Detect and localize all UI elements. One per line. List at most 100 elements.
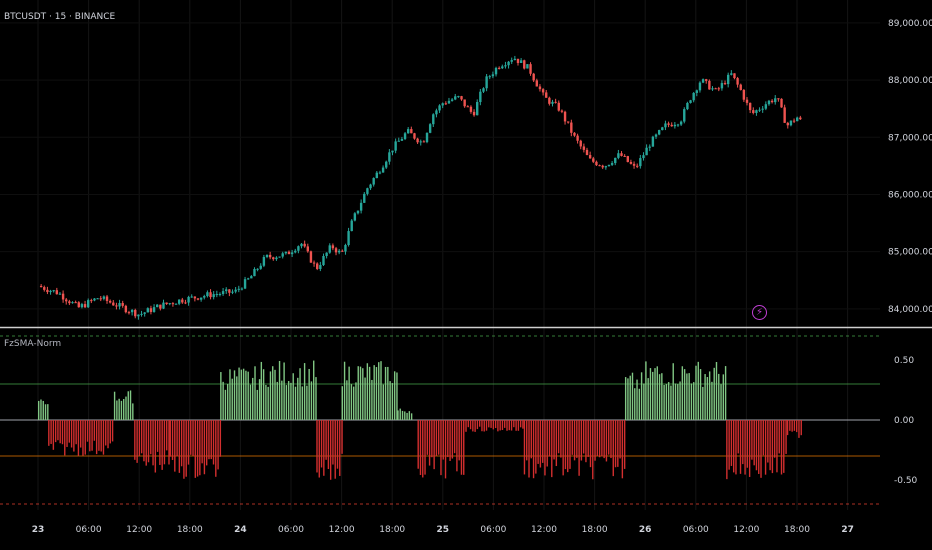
oscillator-bar <box>476 420 479 430</box>
oscillator-bar <box>667 382 670 420</box>
oscillator-bar <box>212 420 215 465</box>
candle-body <box>450 99 454 101</box>
oscillator-bar <box>771 420 774 474</box>
candle-body <box>281 253 284 257</box>
oscillator-bar <box>272 366 274 420</box>
candle-body <box>588 155 592 159</box>
oscillator-bar <box>431 420 433 458</box>
oscillator-bar <box>645 361 647 420</box>
candle-body <box>391 150 394 153</box>
candle-body <box>83 304 87 308</box>
oscillator-bar <box>203 420 206 475</box>
oscillator-bar <box>147 420 150 463</box>
oscillator-bar <box>683 369 686 420</box>
oscillator-bar <box>621 420 624 479</box>
oscillator-bar <box>373 365 375 420</box>
candle-body <box>535 80 539 87</box>
candle-body <box>86 300 90 308</box>
oscillator-bar <box>323 420 325 476</box>
oscillator-bar <box>299 368 301 420</box>
candle-body <box>328 245 331 253</box>
oscillator-bar <box>773 420 776 458</box>
candle-body <box>460 96 463 100</box>
oscillator-bar <box>219 420 222 457</box>
oscillator-bar <box>739 420 742 474</box>
oscillator-bar <box>686 373 688 420</box>
oscillator-bar <box>91 420 93 451</box>
oscillator-bar <box>437 420 440 455</box>
candle-body <box>381 167 385 173</box>
candle-body <box>601 165 604 168</box>
candle-body <box>58 293 62 295</box>
oscillator-bar <box>693 382 695 420</box>
candle-body <box>209 292 212 298</box>
candle-body <box>112 302 115 306</box>
oscillator-bar <box>419 420 422 475</box>
candle-body <box>410 129 413 134</box>
candle-body <box>99 298 102 300</box>
lightning-icon[interactable]: ⚡ <box>752 305 767 320</box>
oscillator-bar <box>737 420 739 454</box>
oscillator-bar <box>535 420 537 474</box>
candle-body <box>654 134 658 137</box>
candle-body <box>733 73 736 79</box>
candle-body <box>629 161 633 164</box>
oscillator-bar <box>163 420 166 465</box>
oscillator-bar <box>517 420 520 431</box>
oscillator-bar <box>532 420 535 479</box>
candle-body <box>353 213 357 221</box>
candle-body <box>203 296 206 298</box>
oscillator-bar <box>118 398 120 420</box>
oscillator-bar <box>384 366 387 420</box>
candle-body <box>642 155 645 159</box>
price-tick-label: 89,000.00 <box>888 19 932 29</box>
oscillator-bar <box>793 420 796 431</box>
candle-body <box>146 308 150 313</box>
oscillator-bar <box>176 420 178 457</box>
oscillator-bar <box>352 386 355 420</box>
oscillator-bar <box>150 420 152 455</box>
oscillator-bar <box>174 420 176 472</box>
time-tick-label: 18:00 <box>177 525 203 535</box>
candle-body <box>363 193 366 203</box>
oscillator-bar <box>564 420 567 470</box>
oscillator-bar <box>478 420 481 427</box>
candle-body <box>551 101 554 104</box>
oscillator-bar <box>463 420 465 475</box>
candle-body <box>253 269 256 277</box>
oscillator-bar <box>426 420 429 455</box>
candle-body <box>711 88 714 90</box>
candle-body <box>168 303 171 305</box>
candle-body <box>294 250 297 253</box>
oscillator-bar <box>567 420 569 473</box>
candle-body <box>39 285 43 288</box>
oscillator-bar <box>649 368 652 420</box>
oscillator-bar <box>93 420 96 441</box>
oscillator-bar <box>98 420 100 451</box>
oscillator-bar <box>125 396 127 420</box>
candle-body <box>610 163 614 165</box>
candle-body <box>68 301 71 304</box>
candle-body <box>156 304 159 308</box>
oscillator-bar <box>699 369 702 420</box>
oscillator-bar <box>325 420 327 460</box>
candle-body <box>723 83 727 85</box>
oscillator-bar <box>205 420 208 466</box>
candle-body <box>755 110 758 113</box>
candle-body <box>256 268 259 270</box>
candle-body <box>347 231 350 246</box>
oscillator-bar <box>463 420 465 430</box>
oscillator-bar <box>661 373 663 420</box>
candle-body <box>485 76 488 89</box>
candle-body <box>325 252 328 256</box>
candle-body <box>240 288 244 290</box>
candle-body <box>275 257 278 260</box>
oscillator-bar <box>612 420 614 477</box>
time-tick-label: 26 <box>639 525 652 535</box>
oscillator-bar <box>233 370 236 420</box>
oscillator-bar <box>220 372 222 420</box>
oscillator-bar <box>755 420 758 471</box>
oscillator-bar <box>679 381 681 420</box>
oscillator-bar <box>366 363 369 420</box>
